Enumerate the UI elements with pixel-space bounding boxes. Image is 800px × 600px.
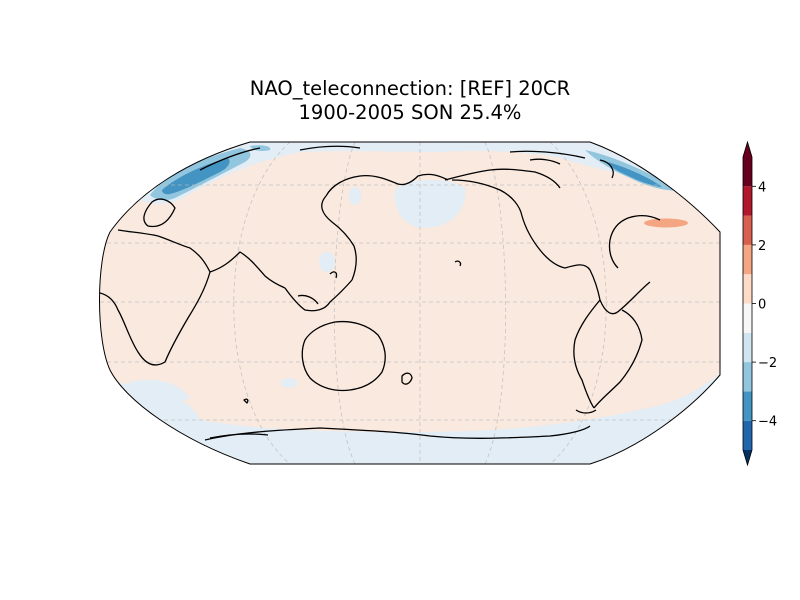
- chart-title-line-2: 1900-2005 SON 25.4%: [298, 101, 522, 124]
- colorbar-tick-label: −2: [758, 356, 777, 371]
- negative-anomaly-japan-sea: [349, 187, 361, 205]
- colorbar-tick-label: 0: [758, 298, 766, 313]
- gridlines: [100, 142, 720, 464]
- negative-anomaly-labrador-core: [608, 162, 662, 187]
- coastlines: [99, 145, 661, 441]
- colorbar-extend-min: [743, 450, 752, 465]
- colorbar-segment: [743, 244, 752, 275]
- world-map: [99, 141, 721, 465]
- colorbar-extend-max: [743, 142, 752, 157]
- colorbar-outline: [742, 140, 753, 467]
- colorbar-segment: [743, 420, 752, 450]
- colorbar-segment: [743, 303, 752, 333]
- negative-anomaly-n-pacific: [394, 179, 466, 228]
- colorbar-segment: [743, 157, 752, 187]
- colorbar-segment: [743, 274, 752, 304]
- colorbar-tick-label: 4: [758, 180, 766, 195]
- colorbar-tick-label: 2: [758, 239, 766, 254]
- colorbar-segment: [743, 362, 752, 392]
- negative-anomaly-west-pacific: [319, 252, 335, 272]
- positive-anomaly-azores: [644, 218, 688, 228]
- chart-title-line-1: NAO_teleconnection: [REF] 20CR: [249, 77, 571, 100]
- negative-anomaly-arctic: [140, 142, 680, 204]
- negative-anomaly-s-atlantic: [128, 379, 190, 402]
- colorbar-segment: [743, 391, 752, 421]
- colorbar-segment: [743, 215, 752, 245]
- colorbar-tick-label: −4: [758, 415, 777, 430]
- colorbar-segment: [743, 186, 752, 216]
- map-border: [99, 141, 721, 465]
- negative-anomaly-labrador-outer: [585, 150, 680, 191]
- colorbar-segment: [743, 332, 752, 363]
- negative-anomaly-indian-ocean: [281, 378, 297, 388]
- map-fill-layer: [99, 142, 720, 464]
- colorbar: 4 2 0 −2 −4: [742, 140, 777, 467]
